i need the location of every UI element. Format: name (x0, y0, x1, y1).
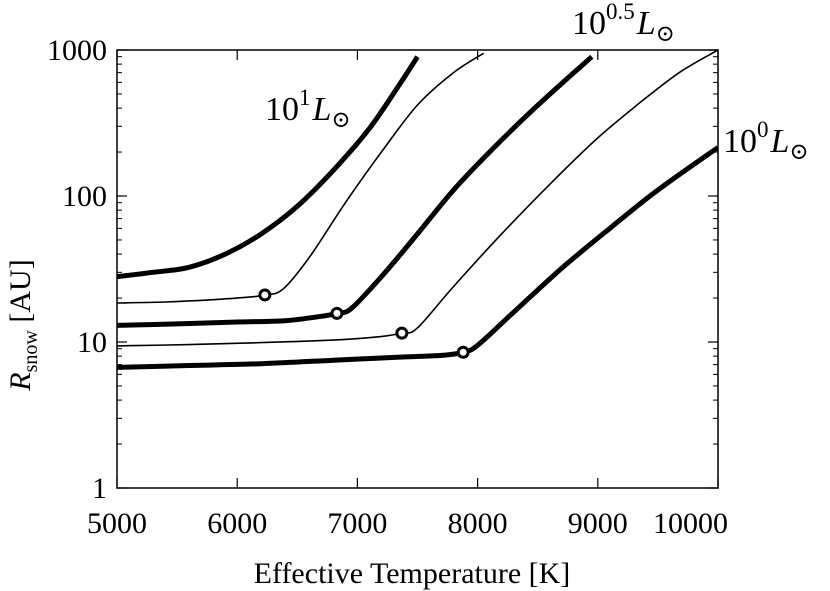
marker-layer (258, 288, 470, 359)
y-tick-label-0: 1 (92, 472, 107, 505)
y-axis-title-sub: snow (20, 330, 42, 373)
series-line-0 (117, 55, 420, 280)
x-tick-label-5: 10000 (653, 507, 728, 540)
y-axis-title: Rsnow [AU] (4, 259, 42, 391)
series-line-3 (117, 49, 718, 347)
x-tick-label-4: 9000 (568, 507, 628, 540)
tick-layer: 5000 6000 7000 8000 9000 10000 1 10 100 1000 (47, 34, 728, 540)
x-tick-label-0: 5000 (87, 507, 147, 540)
annotation-lum-10-0: 100L⊙ (723, 117, 809, 164)
x-tick-label-3: 8000 (448, 507, 508, 540)
plot-frame (116, 49, 719, 489)
y-tick-label-3: 1000 (47, 34, 107, 67)
transition-marker-0 (258, 288, 272, 302)
x-axis-title: Effective Temperature [K] (254, 557, 571, 590)
x-tick-label-1: 6000 (207, 507, 267, 540)
y-axis-title-unit: [AU] (4, 259, 37, 330)
x-tick-label-2: 7000 (327, 507, 387, 540)
transition-marker-2 (395, 326, 409, 340)
series-line-2 (117, 54, 594, 328)
series-line-4 (117, 145, 718, 370)
annotation-lum-10-1: 101L⊙ (265, 85, 351, 132)
series-layer (117, 49, 718, 370)
annotation-lum-10-05: 100.5L⊙ (572, 0, 675, 46)
transition-marker-3 (456, 345, 470, 359)
y-axis-title-main: R (4, 372, 37, 391)
y-tick-label-1: 10 (77, 326, 107, 359)
series-line-1 (117, 52, 485, 304)
transition-marker-1 (330, 306, 344, 320)
y-tick-label-2: 100 (62, 180, 107, 213)
